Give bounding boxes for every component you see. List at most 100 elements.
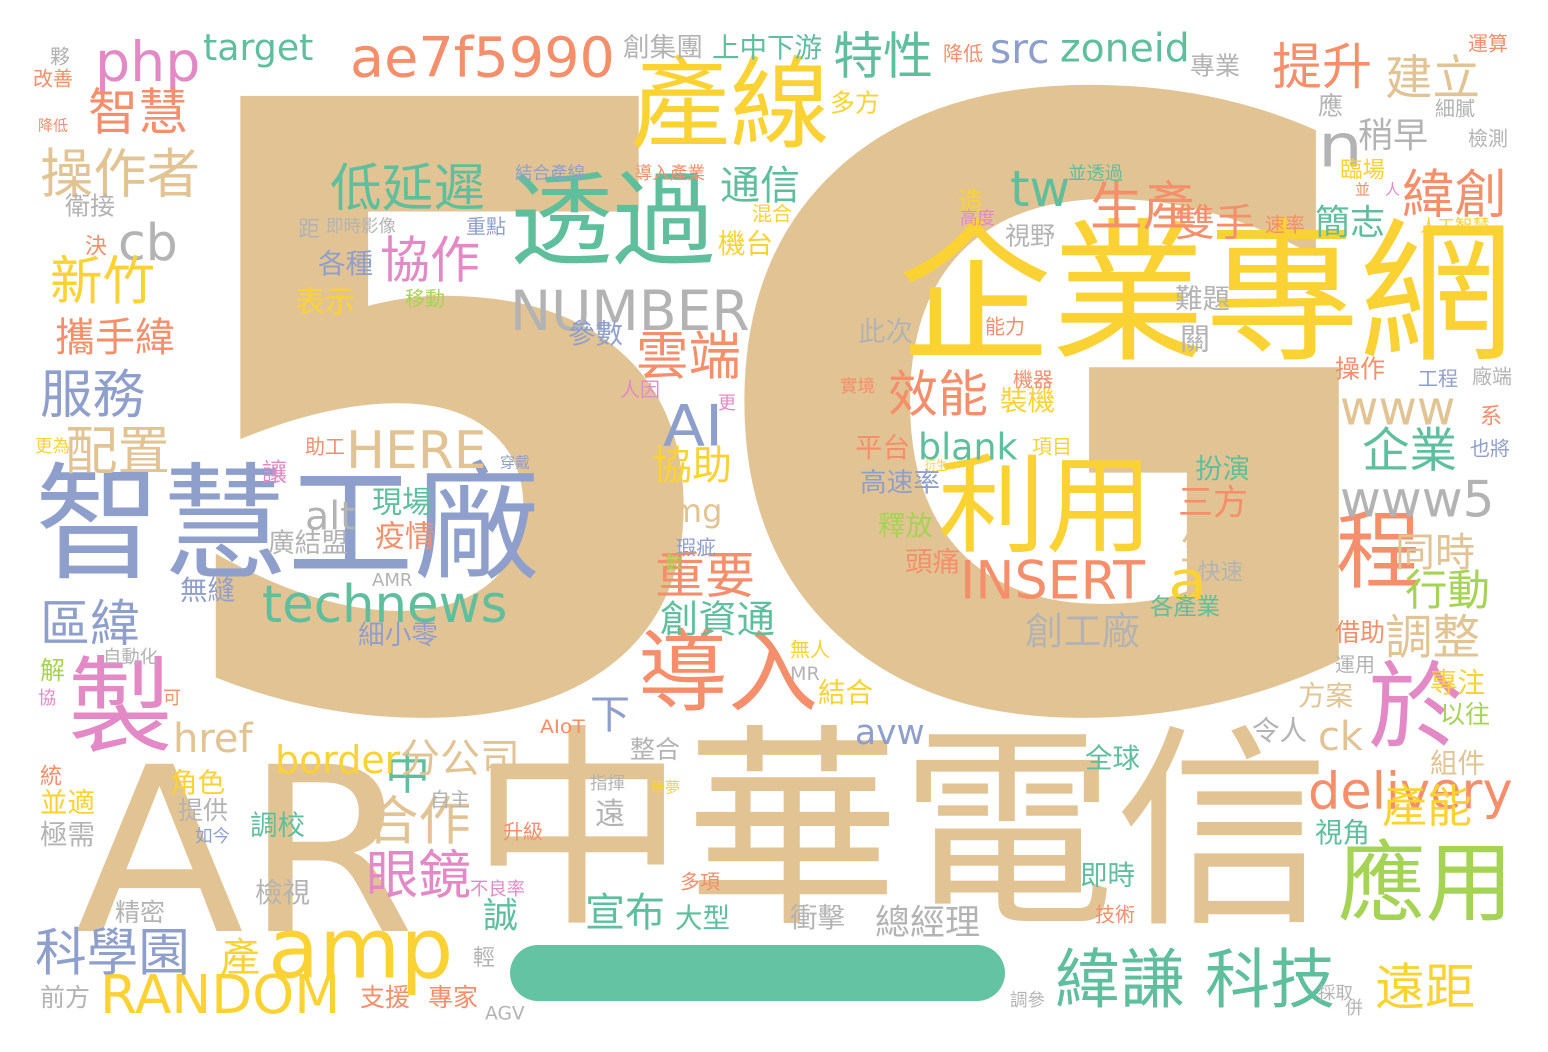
word-114: 各產業	[1150, 593, 1220, 621]
word-160: 人因	[620, 377, 661, 402]
word-183: 瑕疵	[676, 535, 717, 560]
word-14: 緯謙	[1055, 942, 1186, 1018]
word-3: 企業專網	[898, 205, 1514, 385]
word-87: 即時	[1080, 859, 1136, 892]
word-115: 快速	[1198, 559, 1244, 586]
word-177: 技術	[1095, 902, 1136, 927]
word-167: 結合產線	[515, 163, 585, 184]
word-44: AI	[663, 392, 724, 459]
word-155: 造	[958, 187, 984, 217]
word-84: 大型	[675, 902, 731, 935]
word-93: 令人	[1252, 715, 1308, 748]
word-48: 企業	[1362, 423, 1458, 479]
word-107: 結合	[818, 677, 874, 710]
word-53: 產能	[1382, 780, 1473, 834]
word-117: 關	[1180, 321, 1211, 358]
word-81: 全球	[1085, 742, 1141, 775]
word-11: amp	[268, 901, 454, 998]
word-76: 稍早	[1358, 114, 1429, 157]
word-42: 雲端	[636, 325, 742, 387]
green-bar	[510, 945, 1005, 1001]
word-127: 專業	[1190, 52, 1241, 82]
word-6: 透過	[510, 161, 715, 281]
word-69: 通信	[720, 161, 801, 209]
word-29: 建立	[1385, 51, 1481, 107]
word-32: 低延遲	[330, 157, 485, 219]
word-125: 應	[1318, 92, 1344, 122]
word-97: 角色	[170, 767, 226, 800]
word-141: 無縫	[180, 575, 236, 607]
word-112: 頭痛	[905, 545, 961, 578]
word-118: 雙手	[1175, 200, 1256, 246]
word-170: AIoT	[540, 716, 585, 739]
word-193: 如今	[195, 826, 230, 847]
word-103: 支援	[360, 982, 411, 1013]
word-5: 利用	[938, 443, 1153, 569]
word-40: 服務	[40, 363, 145, 426]
word-168: 導入產業	[635, 163, 705, 184]
word-83: 產	[220, 934, 260, 982]
word-82: 誠	[483, 894, 519, 937]
word-25: src	[990, 26, 1050, 74]
word-65: a	[1168, 550, 1208, 614]
word-89: 組件	[1430, 747, 1486, 780]
word-1: 中華電信	[470, 706, 1331, 958]
word-134: 降低	[943, 42, 983, 67]
word-184: 數	[665, 553, 684, 575]
word-77: 簡志	[1315, 201, 1386, 244]
word-72: 宣布	[585, 889, 665, 937]
word-63: ck	[1318, 714, 1363, 761]
word-158: 能力	[985, 315, 1025, 340]
word-39: 攜手緯	[55, 314, 175, 362]
word-70: 創資通	[660, 596, 776, 642]
word-80: 疫情	[375, 518, 435, 555]
word-150: 改善	[33, 67, 73, 92]
word-79: 現場	[372, 484, 432, 521]
word-26: zoneid	[1060, 26, 1190, 72]
word-156: 混合	[752, 202, 792, 227]
word-75: 行動	[1405, 566, 1490, 617]
word-30: 智慧	[88, 83, 189, 143]
word-13: 程	[1336, 502, 1421, 602]
word-86: 衝擊	[790, 902, 846, 935]
word-101: 精密	[115, 897, 166, 928]
word-2: AR	[75, 719, 416, 987]
word-36: tw	[1010, 160, 1071, 219]
word-61: href	[173, 714, 253, 762]
word-106: 遠	[595, 797, 626, 833]
word-66: n	[1318, 112, 1363, 182]
word-188: 人	[1385, 180, 1401, 199]
word-8: 應用	[1338, 832, 1513, 935]
word-49: 區緯	[40, 595, 140, 654]
word-105: 整合	[630, 736, 681, 765]
word-169: AMR	[372, 570, 413, 592]
word-71: 創工廠	[1025, 608, 1141, 654]
word-121: 工程	[1418, 367, 1458, 392]
word-67: alt	[305, 494, 356, 541]
word-119: 視野	[1005, 222, 1056, 252]
word-149: 讓	[262, 457, 288, 488]
word-182: 華夢	[650, 778, 681, 797]
word-171: MR	[790, 663, 820, 686]
word-195: 即時影像	[326, 216, 396, 237]
word-153: 距	[298, 215, 320, 243]
word-23: php	[95, 30, 201, 96]
word-0: 5G	[150, 0, 1402, 905]
word-126: 細膩	[1435, 97, 1475, 122]
word-38: 新竹	[50, 250, 156, 312]
word-78: 生	[1180, 521, 1221, 569]
word-164: 人工智慧	[1420, 215, 1491, 237]
word-17: NUMBER	[510, 280, 750, 344]
word-47: www	[1340, 381, 1456, 436]
word-179: 調參	[1010, 990, 1045, 1011]
word-191: 採取	[1318, 983, 1353, 1004]
word-12: 於	[1368, 651, 1463, 763]
word-54: 遠距	[1375, 957, 1476, 1017]
word-33: cb	[118, 213, 178, 272]
word-91: 專注	[1430, 667, 1486, 700]
word-88: 視角	[1315, 817, 1371, 850]
word-129: 檢測	[1468, 127, 1508, 152]
word-124: 也將	[1470, 437, 1510, 462]
word-180: 輕	[473, 945, 495, 972]
word-111: 釋放	[878, 509, 934, 542]
